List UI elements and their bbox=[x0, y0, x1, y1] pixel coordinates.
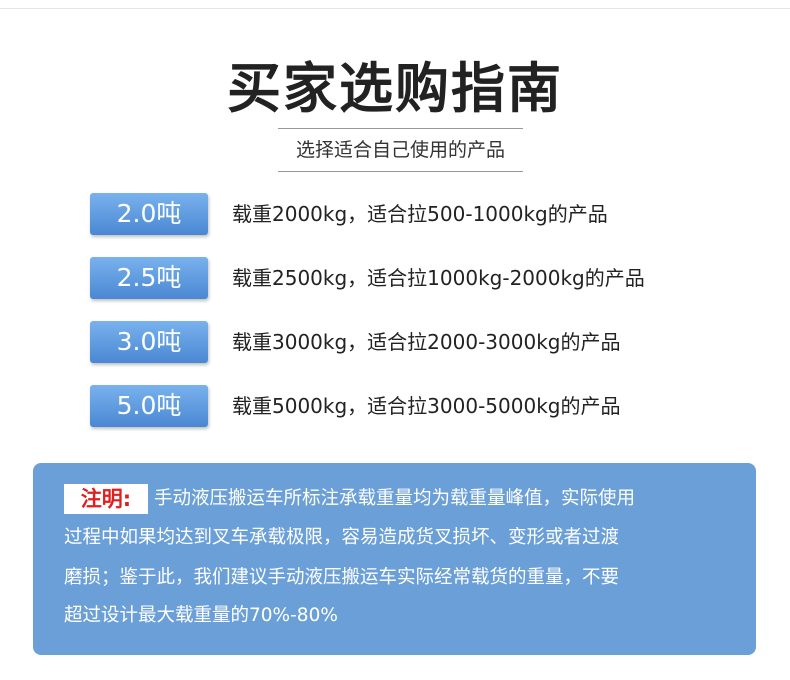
badge: 3.0吨 bbox=[90, 321, 208, 363]
badge: 5.0吨 bbox=[90, 385, 208, 427]
subtitle: 选择适合自己使用的产品 bbox=[278, 128, 523, 172]
note-line: 过程中如果均达到叉车承载极限，容易造成货叉损坏、变形或者过渡 bbox=[64, 527, 620, 548]
description: 载重3000kg，适合拉2000-3000kg的产品 bbox=[232, 330, 621, 354]
note-line: 磨损；鉴于此，我们建议手动液压搬运车实际经常载货的重量，不要 bbox=[64, 567, 620, 588]
note-box: 注明: 手动液压搬运车所标注承载重量均为载重量峰值，实际使用 过程中如果均达到叉… bbox=[33, 463, 756, 655]
divider bbox=[0, 8, 790, 9]
description: 载重2500kg，适合拉1000kg-2000kg的产品 bbox=[232, 266, 645, 290]
note-label: 注明: bbox=[64, 484, 148, 514]
badge: 2.5吨 bbox=[90, 257, 208, 299]
badge: 2.0吨 bbox=[90, 193, 208, 235]
description: 载重5000kg，适合拉3000-5000kg的产品 bbox=[232, 394, 621, 418]
description: 载重2000kg，适合拉500-1000kg的产品 bbox=[232, 202, 608, 226]
note-line: 手动液压搬运车所标注承载重量均为载重量峰值，实际使用 bbox=[154, 488, 636, 509]
note-line: 超过设计最大载重量的70%-80% bbox=[64, 605, 338, 626]
title: 买家选购指南 bbox=[227, 57, 563, 120]
